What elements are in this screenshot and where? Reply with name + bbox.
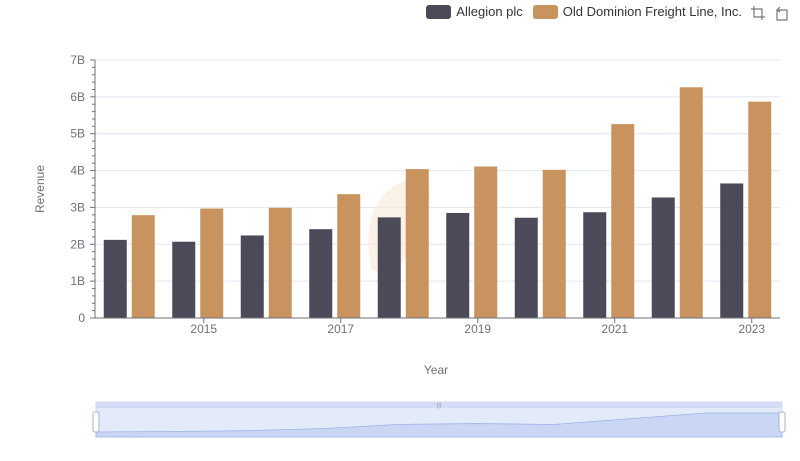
bar-allegion-2019[interactable] (446, 212, 470, 318)
zoom-slider-handle-right[interactable] (778, 411, 786, 433)
x-tick-label: 2023 (738, 322, 765, 336)
bar-old-dominion-2016[interactable] (268, 207, 292, 318)
legend-item-old-dominion[interactable]: Old Dominion Freight Line, Inc. (532, 4, 742, 19)
bar-allegion-2014[interactable] (103, 239, 127, 318)
bar-allegion-2020[interactable] (514, 217, 538, 318)
bar-old-dominion-2020[interactable] (542, 169, 566, 318)
grid-lines (95, 59, 780, 319)
y-axis: 0 1B 2B 3B 4B 5B 6B 7B (70, 53, 96, 325)
bar-old-dominion-2021[interactable] (611, 124, 635, 318)
y-tick-label: 1B (70, 274, 85, 288)
bar-allegion-2015[interactable] (172, 241, 196, 318)
bar-allegion-2022[interactable] (651, 197, 675, 318)
y-axis-title: Revenue (33, 165, 47, 213)
legend-label: Allegion plc (456, 4, 523, 19)
bar-old-dominion-2014[interactable] (131, 215, 155, 318)
y-tick-label: 7B (70, 53, 85, 67)
legend-swatch (532, 4, 558, 19)
bar-allegion-2018[interactable] (377, 217, 401, 318)
bar-old-dominion-2015[interactable] (200, 208, 224, 318)
bar-old-dominion-2023[interactable] (748, 101, 772, 318)
legend: Allegion plc Old Dominion Freight Line, … (426, 4, 742, 19)
bar-allegion-2023[interactable] (720, 183, 744, 318)
zoom-slider-top-bar (96, 402, 782, 408)
bar-old-dominion-2022[interactable] (679, 87, 703, 318)
bar-old-dominion-2017[interactable] (337, 194, 361, 318)
legend-swatch (426, 4, 452, 19)
bar-allegion-2017[interactable] (309, 229, 333, 318)
bar-old-dominion-2019[interactable] (474, 166, 498, 318)
x-tick-label: 2015 (190, 322, 217, 336)
bar-allegion-2016[interactable] (240, 235, 264, 318)
y-tick-label: 6B (70, 90, 85, 104)
legend-label: Old Dominion Freight Line, Inc. (562, 4, 742, 19)
y-tick-label: 4B (70, 164, 85, 178)
zoom-slider[interactable]: ||| (92, 401, 786, 438)
x-tick-label: 2021 (601, 322, 628, 336)
restore-icon[interactable] (774, 5, 790, 21)
zoom-slider-handle-left[interactable] (92, 411, 100, 433)
x-axis: 2015 2017 2019 2021 2023 (95, 317, 780, 336)
zoom-slider-grip-icon[interactable]: ||| (437, 403, 442, 409)
legend-item-allegion[interactable]: Allegion plc (426, 4, 523, 19)
y-tick-label: 3B (70, 200, 85, 214)
x-tick-label: 2017 (327, 322, 354, 336)
toolbox (750, 5, 790, 21)
bars (103, 87, 772, 318)
x-tick-label: 2019 (464, 322, 491, 336)
bar-allegion-2021[interactable] (583, 212, 607, 318)
y-tick-label: 2B (70, 237, 85, 251)
zoom-slider-preview (95, 412, 783, 438)
y-tick-label: 5B (70, 127, 85, 141)
y-tick-label: 0 (78, 311, 85, 325)
zoom-icon[interactable] (750, 5, 766, 21)
x-axis-title: Year (424, 363, 448, 377)
bar-old-dominion-2018[interactable] (405, 169, 429, 318)
